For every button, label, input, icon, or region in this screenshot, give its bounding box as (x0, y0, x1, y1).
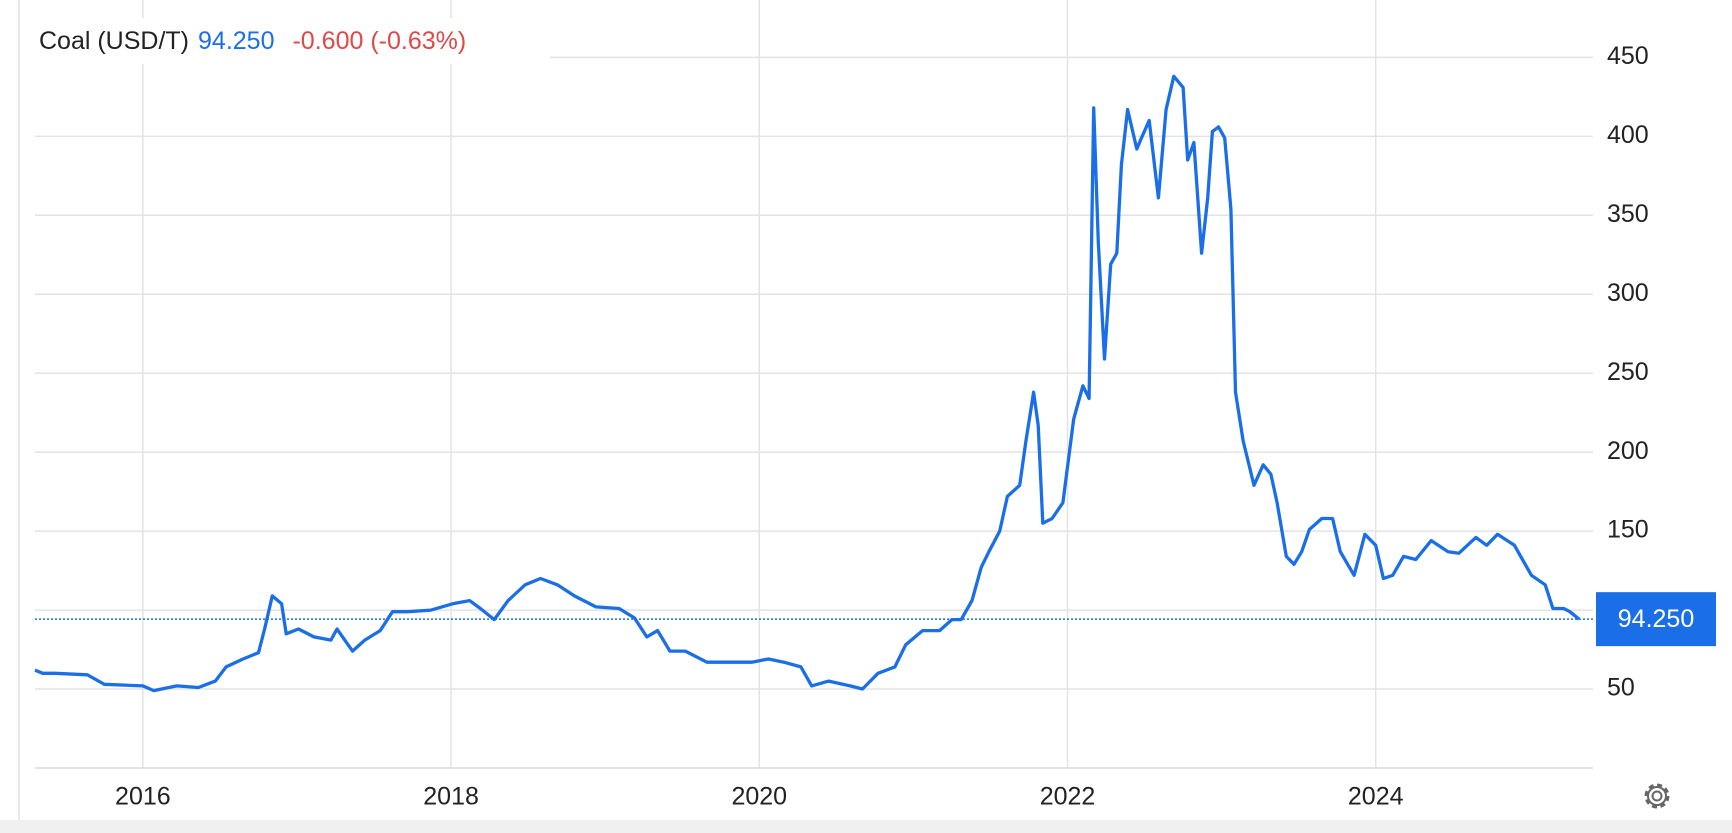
y-tick-label: 350 (1607, 200, 1649, 228)
x-tick-label: 2024 (1348, 783, 1404, 811)
plot (34, 74, 1593, 693)
y-tick-label: 250 (1607, 358, 1649, 386)
chart-title: Coal (USD/T) (39, 27, 189, 55)
x-tick-label: 2016 (115, 783, 171, 811)
x-tick-label: 2020 (731, 783, 787, 811)
price-line (34, 74, 1581, 693)
grid (35, 0, 1593, 768)
price-change: -0.600 (-0.63%) (292, 27, 466, 55)
y-tick-label: 150 (1607, 516, 1649, 544)
y-tick-label: 450 (1607, 42, 1649, 70)
settings-gear[interactable] (1644, 783, 1670, 809)
y-tick-label: 400 (1607, 121, 1649, 149)
y-tick-label: 200 (1607, 437, 1649, 465)
bottom-strip (0, 820, 1732, 833)
title-bg (30, 18, 550, 64)
y-tick-label: 50 (1607, 674, 1635, 702)
x-tick-label: 2018 (423, 783, 479, 811)
chart-title-row: Coal (USD/T) 94.250 -0.600 (-0.63%) (39, 27, 466, 55)
y-tick-label: 300 (1607, 279, 1649, 307)
x-tick-label: 2022 (1040, 783, 1096, 811)
last-price-box (1596, 592, 1716, 647)
last-price-label: 94.250 (1618, 605, 1694, 633)
last-price: 94.250 (198, 27, 274, 55)
